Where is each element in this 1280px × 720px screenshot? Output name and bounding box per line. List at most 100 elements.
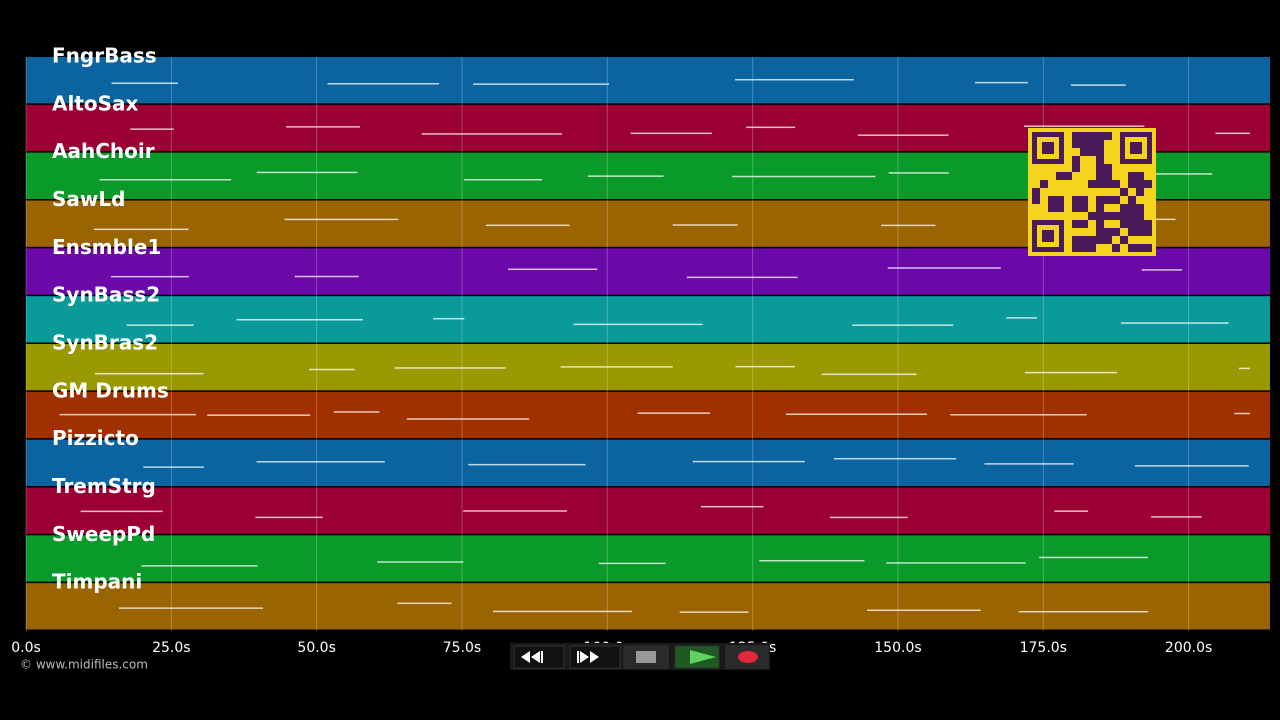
track-band	[26, 57, 1270, 104]
note-texture	[111, 82, 179, 85]
note-texture	[1134, 465, 1249, 467]
qr-module	[1128, 220, 1136, 228]
x-tick-label: 150.0s	[874, 640, 921, 656]
note-texture	[888, 172, 949, 174]
note-texture	[1132, 173, 1213, 175]
note-texture	[286, 126, 361, 128]
note-texture	[1054, 510, 1089, 512]
qr-module	[1080, 148, 1088, 156]
note-texture	[598, 562, 666, 565]
qr-module	[1096, 228, 1104, 236]
x-tick-label: 200.0s	[1165, 640, 1212, 656]
track-label: GM Drums	[52, 378, 169, 402]
qr-module	[1096, 212, 1104, 220]
qr-module	[1088, 180, 1096, 188]
note-texture	[473, 83, 610, 85]
note-texture	[141, 565, 258, 567]
qr-module	[1136, 180, 1144, 188]
note-texture	[1018, 610, 1149, 613]
note-texture	[255, 516, 323, 519]
track-band	[26, 439, 1270, 486]
qr-module	[1096, 236, 1104, 244]
note-texture	[110, 275, 189, 278]
rewind-button[interactable]	[513, 645, 565, 669]
qr-module	[1104, 196, 1112, 204]
qr-module	[1136, 212, 1144, 220]
track-label: TremStrg	[52, 474, 156, 498]
note-texture	[130, 128, 174, 130]
qr-module	[1064, 172, 1072, 180]
qr-module	[1072, 220, 1080, 228]
note-texture	[560, 366, 673, 368]
qr-module	[1104, 132, 1112, 140]
qr-code	[1028, 128, 1156, 256]
note-texture	[397, 602, 452, 605]
qr-module	[1096, 172, 1104, 180]
note-texture	[256, 461, 385, 463]
qr-module	[1112, 196, 1120, 204]
note-texture	[759, 559, 865, 562]
note-texture	[99, 178, 232, 181]
note-texture	[700, 505, 764, 508]
qr-module	[1088, 148, 1096, 156]
qr-module	[1120, 188, 1128, 196]
note-texture	[735, 365, 795, 368]
note-texture	[59, 413, 197, 416]
forward-button[interactable]	[569, 645, 621, 669]
note-texture	[1006, 317, 1037, 319]
note-texture	[284, 218, 399, 221]
note-texture	[857, 134, 949, 136]
note-texture	[672, 224, 738, 226]
note-texture	[732, 175, 876, 178]
qr-module	[1072, 236, 1080, 244]
qr-module	[1128, 212, 1136, 220]
qr-module	[1120, 236, 1128, 244]
note-texture	[746, 126, 796, 129]
note-texture	[294, 275, 359, 278]
track-label: SweepPd	[52, 522, 155, 546]
grid-layer	[25, 57, 1190, 631]
note-texture	[463, 510, 567, 512]
qr-module	[1096, 148, 1104, 156]
qr-module	[1080, 132, 1088, 140]
qr-module	[1032, 188, 1040, 196]
qr-module	[1088, 212, 1096, 220]
qr-module	[1128, 244, 1136, 252]
qr-module	[1144, 180, 1152, 188]
qr-module	[1040, 180, 1048, 188]
qr-module	[1136, 188, 1144, 196]
note-texture	[508, 268, 598, 271]
qr-module	[1104, 172, 1112, 180]
qr-module	[1096, 156, 1104, 164]
qr-module	[1104, 236, 1112, 244]
qr-module	[1136, 220, 1144, 228]
qr-module	[1096, 204, 1104, 212]
qr-module	[1088, 140, 1096, 148]
note-texture	[406, 418, 530, 420]
qr-module	[1056, 204, 1064, 212]
note-texture	[468, 463, 586, 466]
note-texture	[1234, 412, 1250, 415]
qr-module	[1112, 212, 1120, 220]
qr-module	[1096, 140, 1104, 148]
note-texture	[886, 562, 1026, 564]
qr-module	[1080, 236, 1088, 244]
qr-module	[1144, 220, 1152, 228]
qr-module	[1144, 244, 1152, 252]
qr-module	[1056, 172, 1064, 180]
note-texture	[984, 463, 1074, 465]
track-label: Ensmble1	[52, 235, 161, 259]
qr-module	[1136, 204, 1144, 212]
qr-module	[1136, 228, 1144, 236]
qr-module	[1096, 164, 1104, 172]
stop-button[interactable]	[623, 645, 669, 669]
note-texture	[207, 414, 311, 416]
x-tick-label: 175.0s	[1020, 640, 1067, 656]
track-label: AltoSax	[52, 91, 139, 115]
note-texture	[881, 224, 936, 227]
play-button[interactable]	[674, 645, 720, 669]
qr-module	[1072, 204, 1080, 212]
record-button[interactable]	[725, 645, 769, 669]
track-band	[26, 296, 1270, 343]
